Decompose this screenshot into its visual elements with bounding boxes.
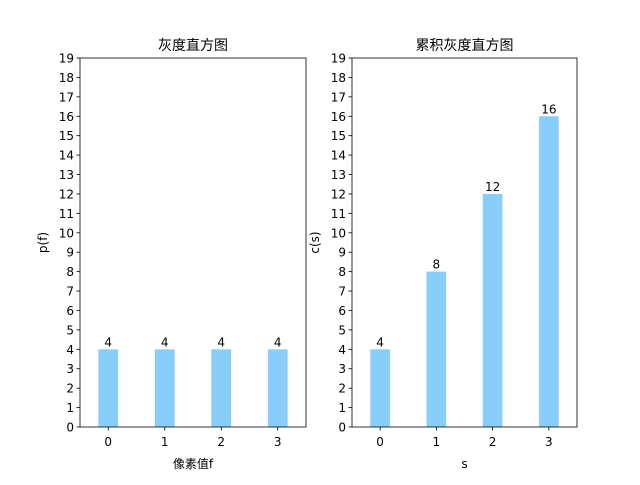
y-tick-label: 9: [66, 246, 74, 260]
bar: [154, 349, 175, 427]
x-axis-label: 像素值f: [173, 456, 214, 471]
x-tick-label: 3: [274, 435, 282, 449]
chart-title: 灰度直方图: [158, 37, 228, 54]
y-tick-label: 6: [338, 304, 346, 318]
y-tick-label: 1: [338, 401, 346, 415]
y-tick-label: 15: [331, 129, 346, 143]
y-tick-label: 8: [66, 265, 74, 279]
y-tick-label: 0: [66, 421, 74, 435]
y-axis-label: c(s): [308, 231, 322, 253]
y-tick-label: 6: [66, 304, 74, 318]
y-tick-label: 15: [59, 129, 74, 143]
y-tick-label: 2: [66, 382, 74, 396]
y-tick-label: 2: [338, 382, 346, 396]
y-tick-label: 3: [338, 362, 346, 376]
data-label: 4: [104, 335, 112, 349]
x-tick-label: 0: [104, 435, 112, 449]
data-label: 4: [274, 335, 282, 349]
bar: [370, 349, 390, 427]
bar: [98, 349, 119, 427]
y-tick-label: 11: [59, 207, 74, 221]
data-label: 4: [376, 335, 384, 349]
y-tick-label: 18: [331, 71, 346, 85]
data-label: 16: [541, 102, 556, 116]
x-tick-label: 3: [545, 435, 553, 449]
y-tick-label: 0: [338, 421, 346, 435]
y-tick-label: 3: [66, 362, 74, 376]
y-tick-label: 17: [59, 90, 74, 104]
y-tick-label: 1: [66, 401, 74, 415]
y-tick-label: 7: [66, 285, 74, 299]
x-tick-label: 2: [489, 435, 497, 449]
y-tick-label: 5: [338, 323, 346, 337]
bar: [211, 349, 232, 427]
data-label: 4: [161, 335, 169, 349]
bar: [426, 271, 447, 427]
y-tick-label: 14: [59, 149, 74, 163]
y-tick-label: 10: [331, 226, 346, 240]
chart-title: 累积灰度直方图: [416, 37, 514, 54]
y-tick-label: 12: [331, 187, 346, 201]
bar: [539, 116, 559, 428]
y-tick-label: 8: [338, 265, 346, 279]
x-tick-label: 1: [433, 435, 441, 449]
bar: [267, 349, 288, 427]
y-tick-label: 19: [331, 52, 346, 66]
y-tick-label: 19: [59, 52, 74, 66]
data-label: 12: [485, 180, 500, 194]
data-label: 8: [433, 258, 441, 272]
y-tick-label: 18: [59, 71, 74, 85]
y-tick-label: 10: [59, 226, 74, 240]
y-tick-label: 11: [331, 207, 346, 221]
y-axis-label: p(f): [36, 232, 50, 253]
x-axis-label: s: [461, 457, 467, 471]
y-tick-label: 5: [66, 323, 74, 337]
y-tick-label: 13: [59, 168, 74, 182]
y-tick-label: 13: [331, 168, 346, 182]
y-tick-label: 14: [331, 149, 346, 163]
y-tick-label: 4: [66, 343, 74, 357]
x-tick-label: 2: [217, 435, 225, 449]
y-tick-label: 16: [59, 110, 74, 124]
y-tick-label: 16: [331, 110, 346, 124]
y-tick-label: 4: [338, 343, 346, 357]
y-tick-label: 17: [331, 90, 346, 104]
plot-frame: [79, 57, 307, 428]
plot-frame: [351, 57, 578, 428]
y-tick-label: 12: [59, 187, 74, 201]
bar: [482, 193, 503, 427]
x-tick-label: 0: [376, 435, 384, 449]
data-label: 4: [217, 335, 225, 349]
x-tick-label: 1: [161, 435, 169, 449]
y-tick-label: 9: [338, 246, 346, 260]
y-tick-label: 7: [338, 285, 346, 299]
